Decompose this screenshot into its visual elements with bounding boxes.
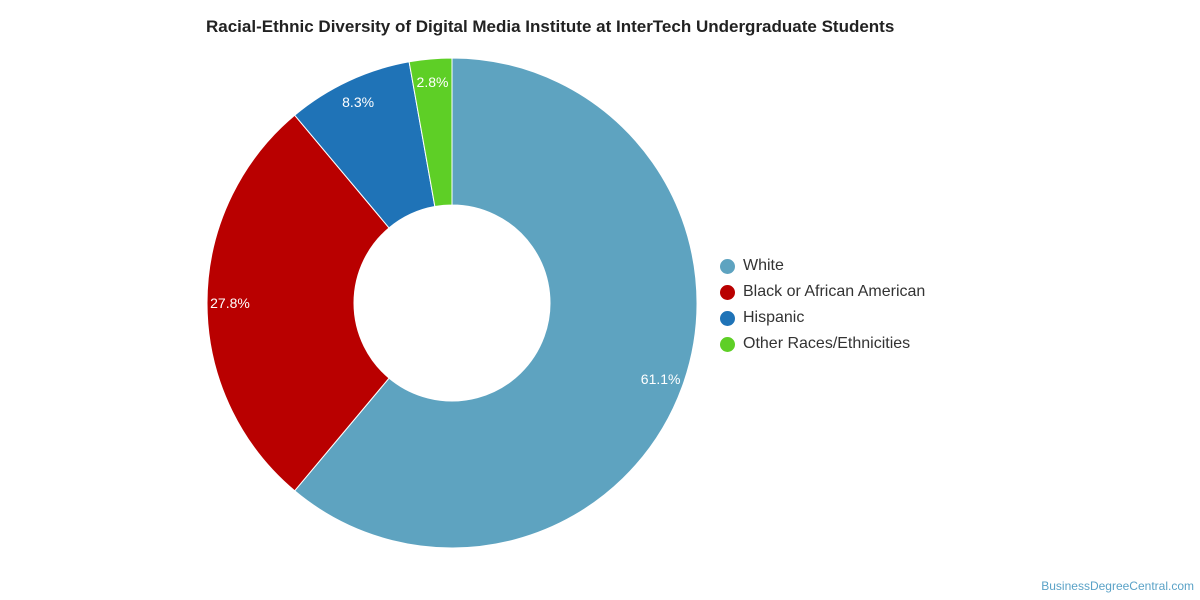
legend-swatch-white	[720, 258, 735, 274]
legend-label-hispanic: Hispanic	[743, 309, 805, 326]
slice-label-white: 61.1%	[641, 371, 681, 387]
legend-swatch-other-races-ethnicities	[720, 336, 735, 352]
slice-other-races-ethnicities[interactable]	[408, 57, 453, 208]
slices-group	[206, 57, 698, 549]
legend: White Black or African American Hispanic…	[720, 253, 925, 357]
slice-black-or-african-american[interactable]	[206, 114, 390, 492]
slice-label-other-races-ethnicities: 2.8%	[417, 74, 449, 90]
slice-labels-group: 61.1% 27.8% 8.3% 2.8%	[210, 74, 680, 387]
legend-label-other-races-ethnicities: Other Races/Ethnicities	[743, 335, 911, 352]
legend-item-white[interactable]: White	[720, 253, 925, 279]
source-credit[interactable]: BusinessDegreeCentral.com	[1041, 579, 1194, 593]
chart-title: Racial-Ethnic Diversity of Digital Media…	[206, 17, 895, 36]
legend-label-white: White	[743, 257, 784, 274]
legend-item-black-or-african-american[interactable]: Black or African American	[720, 279, 925, 305]
slice-label-hispanic: 8.3%	[342, 94, 374, 110]
slice-label-black-or-african-american: 27.8%	[210, 295, 250, 311]
legend-label-black-or-african-american: Black or African American	[743, 283, 926, 300]
legend-item-hispanic[interactable]: Hispanic	[720, 305, 925, 331]
legend-item-other-races-ethnicities[interactable]: Other Races/Ethnicities	[720, 331, 925, 357]
slice-white[interactable]	[293, 57, 698, 549]
legend-swatch-hispanic	[720, 310, 735, 326]
legend-swatch-black-or-african-american	[720, 284, 735, 300]
